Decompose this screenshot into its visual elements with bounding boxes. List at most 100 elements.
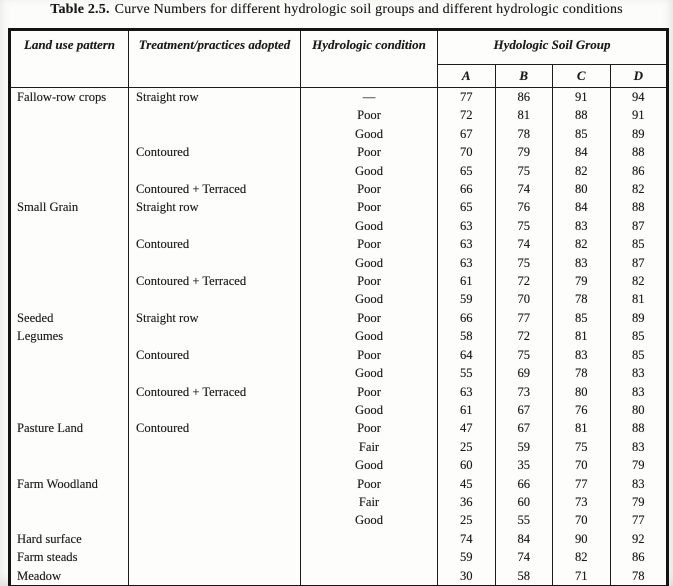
cell-value-c: 79 bbox=[552, 272, 610, 291]
cell-value-d: 88 bbox=[609, 143, 668, 162]
cell-value-a: 74 bbox=[437, 529, 495, 549]
table-row: Good 63 75 83 87 bbox=[10, 216, 668, 236]
cell-value-b: 75 bbox=[494, 216, 553, 236]
cell-treatment bbox=[128, 364, 301, 383]
cell-value-b: 70 bbox=[494, 290, 553, 309]
cell-value-a: 59 bbox=[437, 548, 495, 567]
cell-treatment: Contoured bbox=[128, 235, 301, 254]
cell-condition: Poor bbox=[300, 308, 438, 328]
cell-value-a: 25 bbox=[437, 511, 495, 530]
cell-value-b: 76 bbox=[494, 198, 553, 217]
cell-value-d: 88 bbox=[609, 419, 668, 438]
cell-value-c: 83 bbox=[552, 345, 610, 365]
cell-value-b: 77 bbox=[494, 308, 553, 328]
cell-value-a: 72 bbox=[437, 106, 495, 125]
header-group-a: A bbox=[437, 64, 496, 88]
cell-value-a: 63 bbox=[437, 216, 495, 236]
cell-condition: Good bbox=[300, 124, 438, 144]
cell-treatment bbox=[128, 161, 301, 181]
cell-condition: Fair bbox=[300, 492, 438, 512]
cell-treatment: Contoured bbox=[128, 143, 301, 162]
cell-value-c: 76 bbox=[552, 400, 610, 420]
cell-value-a: 70 bbox=[437, 143, 495, 162]
cell-value-d: 85 bbox=[609, 235, 668, 254]
cell-value-a: 55 bbox=[437, 364, 495, 383]
cell-value-c: 84 bbox=[552, 198, 610, 217]
cell-value-c: 82 bbox=[552, 235, 610, 254]
cell-value-c: 70 bbox=[552, 456, 610, 475]
table-row: Contoured + Terraced Poor 63 73 80 83 bbox=[10, 382, 668, 401]
cell-land-use: Meadow bbox=[17, 568, 62, 583]
header-hydrologic-condition: Hydrologic condition bbox=[300, 29, 438, 88]
cell-value-d: 78 bbox=[609, 566, 668, 586]
cell-value-a: 77 bbox=[437, 87, 495, 107]
cell-condition: Good bbox=[300, 161, 438, 181]
cell-treatment bbox=[128, 456, 301, 475]
cell-value-a: 61 bbox=[437, 272, 495, 291]
cell-value-c: 78 bbox=[552, 364, 610, 383]
cell-condition: Poor bbox=[300, 474, 438, 493]
table-row: Contoured Poor 63 74 82 85 bbox=[10, 235, 668, 254]
cell-condition: Good bbox=[300, 400, 438, 420]
cell-condition: Good bbox=[300, 216, 438, 236]
cell-condition: Good bbox=[300, 511, 438, 530]
cell-condition: Poor bbox=[300, 419, 438, 438]
cell-value-b: 81 bbox=[494, 106, 553, 125]
cell-treatment: Contoured + Terraced bbox=[128, 272, 301, 291]
cell-value-a: 58 bbox=[437, 327, 495, 346]
cell-value-b: 73 bbox=[494, 382, 553, 401]
cell-condition: Poor bbox=[300, 235, 438, 254]
cell-condition: Poor bbox=[300, 180, 438, 199]
cell-value-b: 79 bbox=[494, 143, 553, 162]
cell-condition: Good bbox=[300, 456, 438, 475]
header-group-d: D bbox=[609, 64, 669, 88]
table-title-text: Curve Numbers for different hydrologic s… bbox=[114, 2, 623, 17]
cell-treatment bbox=[128, 290, 301, 309]
cell-land-use bbox=[10, 290, 129, 308]
table-row: Good 60 35 70 79 bbox=[10, 456, 668, 475]
table-title: Table 2.5. Curve Numbers for different hy… bbox=[0, 2, 673, 18]
table-row: Fair 36 60 73 79 bbox=[10, 492, 668, 512]
cell-land-use bbox=[10, 346, 129, 364]
cell-value-c: 80 bbox=[552, 180, 610, 199]
cell-value-b: 60 bbox=[494, 492, 553, 512]
table-row: Good 63 75 83 87 bbox=[10, 253, 668, 273]
cell-value-a: 45 bbox=[437, 474, 495, 493]
cell-land-use bbox=[10, 438, 129, 456]
cell-value-d: 85 bbox=[609, 345, 668, 365]
cell-condition: Poor bbox=[300, 143, 438, 162]
cell-value-d: 94 bbox=[609, 87, 668, 107]
cell-condition: Good bbox=[300, 290, 438, 309]
table-header: Land use pattern Treatment/practices ado… bbox=[9, 29, 669, 88]
table-row: Good 65 75 82 86 bbox=[10, 161, 668, 181]
table-row: Meadow 30 58 71 78 bbox=[10, 566, 668, 586]
cell-value-d: 86 bbox=[609, 161, 668, 181]
header-hydrologic-soil-group: Hydologic Soil Group bbox=[436, 29, 669, 65]
cell-value-d: 83 bbox=[609, 474, 668, 493]
cell-value-d: 89 bbox=[609, 308, 668, 328]
cell-value-d: 87 bbox=[609, 253, 668, 273]
table-row: Contoured + Terraced Poor 66 74 80 82 bbox=[10, 180, 668, 199]
table-row: Good 55 69 78 83 bbox=[10, 364, 668, 383]
cell-treatment: Straight row bbox=[128, 198, 301, 217]
cell-land-use: Legumes bbox=[17, 329, 64, 344]
table-title-number: Table 2.5. bbox=[50, 2, 110, 17]
cell-land-use: Pasture Land bbox=[17, 421, 84, 436]
cell-condition: Poor bbox=[300, 382, 438, 401]
cell-value-c: 84 bbox=[552, 143, 610, 162]
cell-value-b: 55 bbox=[494, 511, 553, 530]
table-row: Legumes Good 58 72 81 85 bbox=[10, 327, 668, 346]
table-row: Hard surface 74 84 90 92 bbox=[10, 529, 668, 549]
cell-land-use bbox=[10, 272, 129, 290]
cell-value-d: 91 bbox=[609, 106, 668, 125]
table-row: Farm Woodland Poor 45 66 77 83 bbox=[10, 474, 668, 493]
cell-value-c: 88 bbox=[552, 106, 610, 125]
cell-land-use bbox=[10, 493, 129, 511]
cell-land-use bbox=[10, 235, 129, 253]
cell-land-use bbox=[10, 511, 129, 529]
cell-value-c: 82 bbox=[552, 161, 610, 181]
cell-value-c: 91 bbox=[552, 87, 610, 107]
table-row: Fallow-row crops Straight row —77 86 91 94 bbox=[10, 87, 668, 107]
cell-condition bbox=[300, 548, 438, 567]
cell-value-c: 77 bbox=[552, 474, 610, 493]
